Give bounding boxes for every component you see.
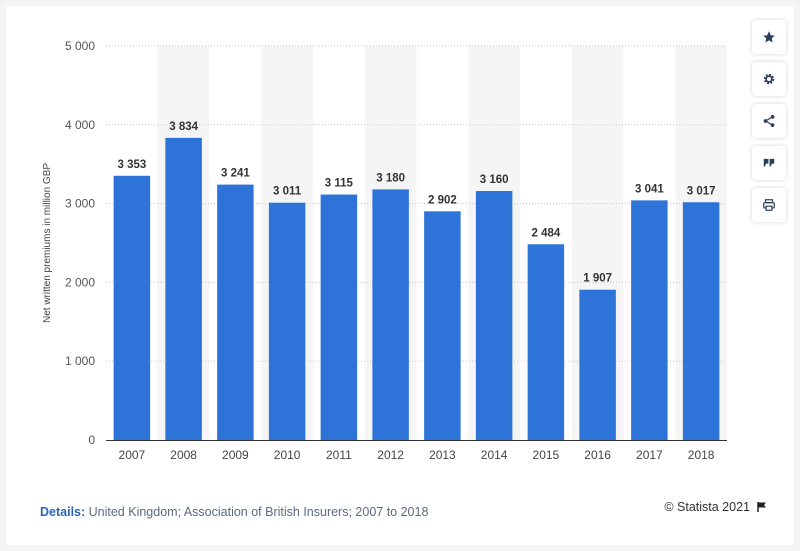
flag-icon <box>757 502 766 512</box>
value-label-2012: 3 180 <box>376 172 405 184</box>
x-tick-label-2011: 2011 <box>326 448 352 462</box>
bar-2017 <box>631 200 668 440</box>
bar-2012 <box>372 189 409 440</box>
bar-2016 <box>579 289 616 440</box>
y-tick-labels: 0 1 000 2 000 3 000 4 000 5 000 <box>65 39 95 447</box>
y-tick-label: 5 000 <box>65 39 95 53</box>
bar-2018 <box>682 202 720 440</box>
y-tick-label: 0 <box>88 433 95 447</box>
print-button[interactable] <box>752 188 786 222</box>
value-label-2010: 3 011 <box>273 186 302 198</box>
bar-2011 <box>320 194 358 440</box>
y-tick-label: 1 000 <box>65 354 95 368</box>
bar-2007 <box>113 175 151 440</box>
favorite-button[interactable] <box>752 20 786 54</box>
x-tick-labels: 2007 2008 2009 2010 2011 2012 2013 2014 2015 2016… <box>119 448 715 462</box>
copyright-text: © Statista 2021 <box>664 500 750 514</box>
value-label-2016: 1 907 <box>583 273 612 285</box>
bar-2013 <box>424 211 461 440</box>
x-tick-label-2013: 2013 <box>429 448 456 462</box>
value-label-2013: 2 902 <box>428 194 457 206</box>
quote-icon <box>763 158 775 167</box>
copyright[interactable]: © Statista 2021 <box>664 500 768 514</box>
bar-2008 <box>165 137 202 440</box>
y-axis-label: Net written premiums in million GBP <box>42 163 53 323</box>
details-label: Details: <box>40 505 86 519</box>
bar-chart: 0 1 000 2 000 3 000 4 000 5 000 3 353 3 834 3 2… <box>42 39 727 462</box>
y-tick-label: 3 000 <box>65 197 95 211</box>
value-label-2018: 3 017 <box>687 185 716 197</box>
x-tick-label-2016: 2016 <box>584 448 611 462</box>
value-label-2009: 3 241 <box>221 168 250 180</box>
bars <box>113 137 720 440</box>
cite-button[interactable] <box>752 146 786 180</box>
x-tick-label-2008: 2008 <box>170 448 197 462</box>
x-tick-label-2012: 2012 <box>377 448 404 462</box>
value-label-2014: 3 160 <box>480 174 509 186</box>
bar-2015 <box>527 244 565 440</box>
value-label-2011: 3 115 <box>325 178 354 190</box>
x-tick-label-2007: 2007 <box>119 448 146 462</box>
chart-card: 0 1 000 2 000 3 000 4 000 5 000 3 353 3 834 3 2… <box>6 6 794 545</box>
value-label-2008: 3 834 <box>169 121 198 133</box>
y-tick-label: 4 000 <box>65 118 95 132</box>
bar-2009 <box>217 184 254 440</box>
settings-button[interactable] <box>752 62 786 96</box>
bar-2014 <box>475 190 513 440</box>
x-tick-label-2009: 2009 <box>222 448 249 462</box>
x-tick-label-2010: 2010 <box>274 448 301 462</box>
share-icon <box>763 115 775 127</box>
details-text: United Kingdom; Association of British I… <box>85 505 429 519</box>
x-tick-label-2017: 2017 <box>636 448 663 462</box>
x-tick-label-2014: 2014 <box>481 448 508 462</box>
bar-2010 <box>268 202 306 440</box>
print-icon <box>763 199 775 211</box>
details-footnote: Details: United Kingdom; Association of … <box>40 505 428 519</box>
star-icon <box>763 31 775 43</box>
gear-icon <box>763 73 775 85</box>
value-label-2015: 2 484 <box>531 227 560 239</box>
y-tick-label: 2 000 <box>65 275 95 289</box>
value-labels: 3 353 3 834 3 241 3 011 3 115 3 180 2 902 3 160… <box>117 121 715 285</box>
value-label-2007: 3 353 <box>117 159 146 171</box>
x-tick-label-2015: 2015 <box>533 448 560 462</box>
value-label-2017: 3 041 <box>635 183 664 195</box>
share-button[interactable] <box>752 104 786 138</box>
x-tick-label-2018: 2018 <box>688 448 715 462</box>
